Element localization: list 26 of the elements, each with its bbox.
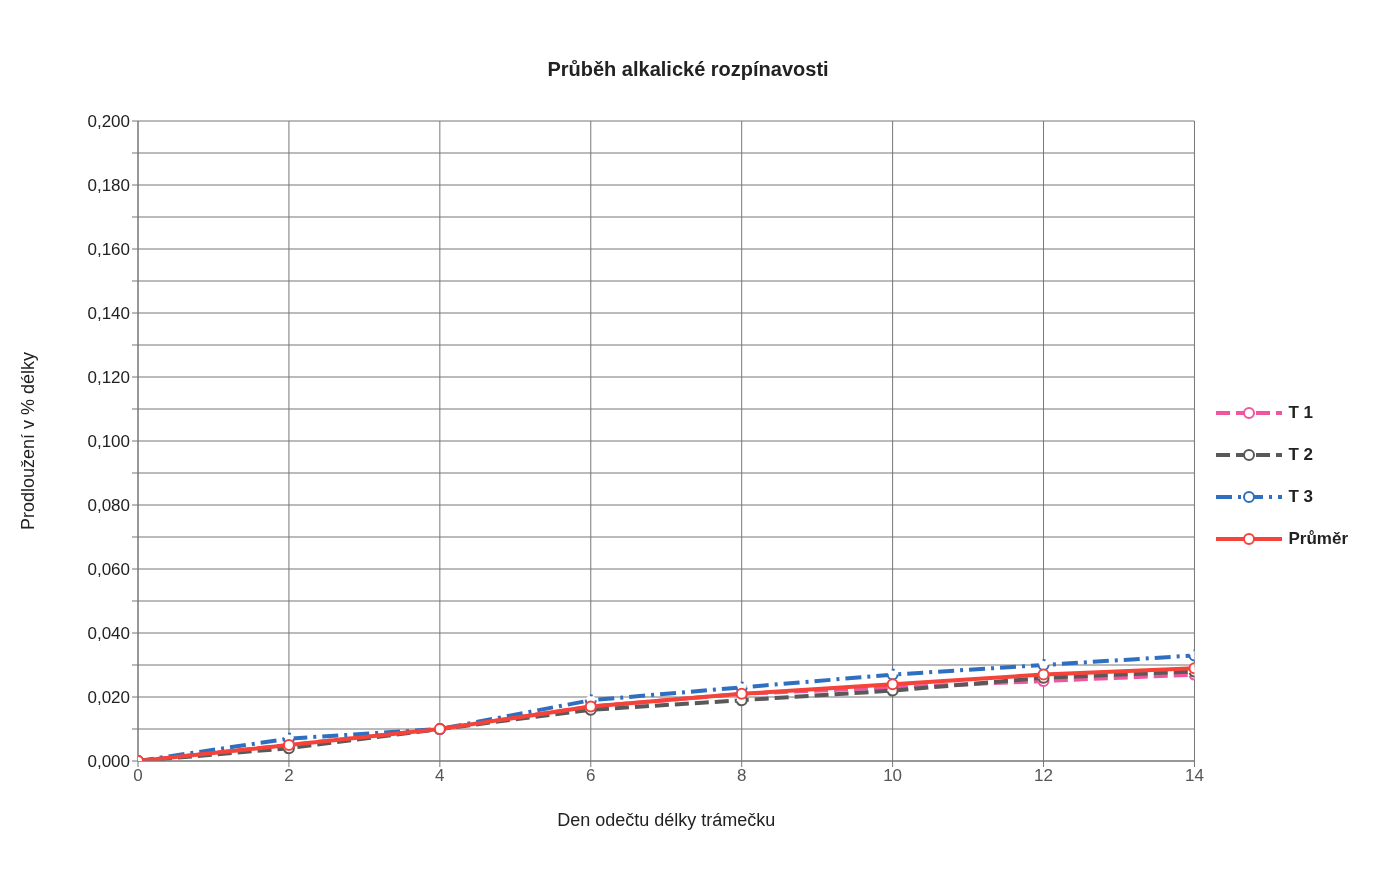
y-tick-label: 0,140 [87, 304, 130, 324]
y-tick-label: 0,080 [87, 496, 130, 516]
y-tick-label: 0,040 [87, 624, 130, 644]
x-axis-title: Den odečtu délky trámečku [557, 810, 776, 830]
y-tick-label: 0,000 [87, 752, 130, 772]
legend-label: T 2 [1288, 445, 1314, 465]
legend-label: T 3 [1288, 487, 1314, 507]
y-tick-label: 0,160 [87, 240, 130, 260]
y-tick-label: 0,100 [87, 432, 130, 452]
legend-label: Průměr [1288, 529, 1348, 549]
x-tick-label: 2 [284, 766, 294, 786]
y-tick-label: 0,200 [87, 112, 130, 132]
y-tick-label: 0,180 [87, 176, 130, 196]
y-tick-label: 0,060 [87, 560, 130, 580]
y-tick-label: 0,120 [87, 368, 130, 388]
legend-label: T 1 [1288, 403, 1314, 423]
chart-title: Průběh alkalické rozpínavosti [546, 57, 830, 81]
y-tick-label: 0,020 [87, 688, 130, 708]
y-axis-title: Prodloužení v % délky [18, 351, 39, 531]
x-tick-label: 6 [586, 766, 596, 786]
x-tick-label: 0 [133, 766, 143, 786]
x-tick-label: 8 [736, 766, 747, 786]
x-tick-label: 4 [435, 766, 445, 786]
x-tick-label: 12 [1034, 766, 1054, 786]
x-tick-label: 10 [883, 766, 903, 786]
x-tick-label: 14 [1185, 766, 1204, 786]
